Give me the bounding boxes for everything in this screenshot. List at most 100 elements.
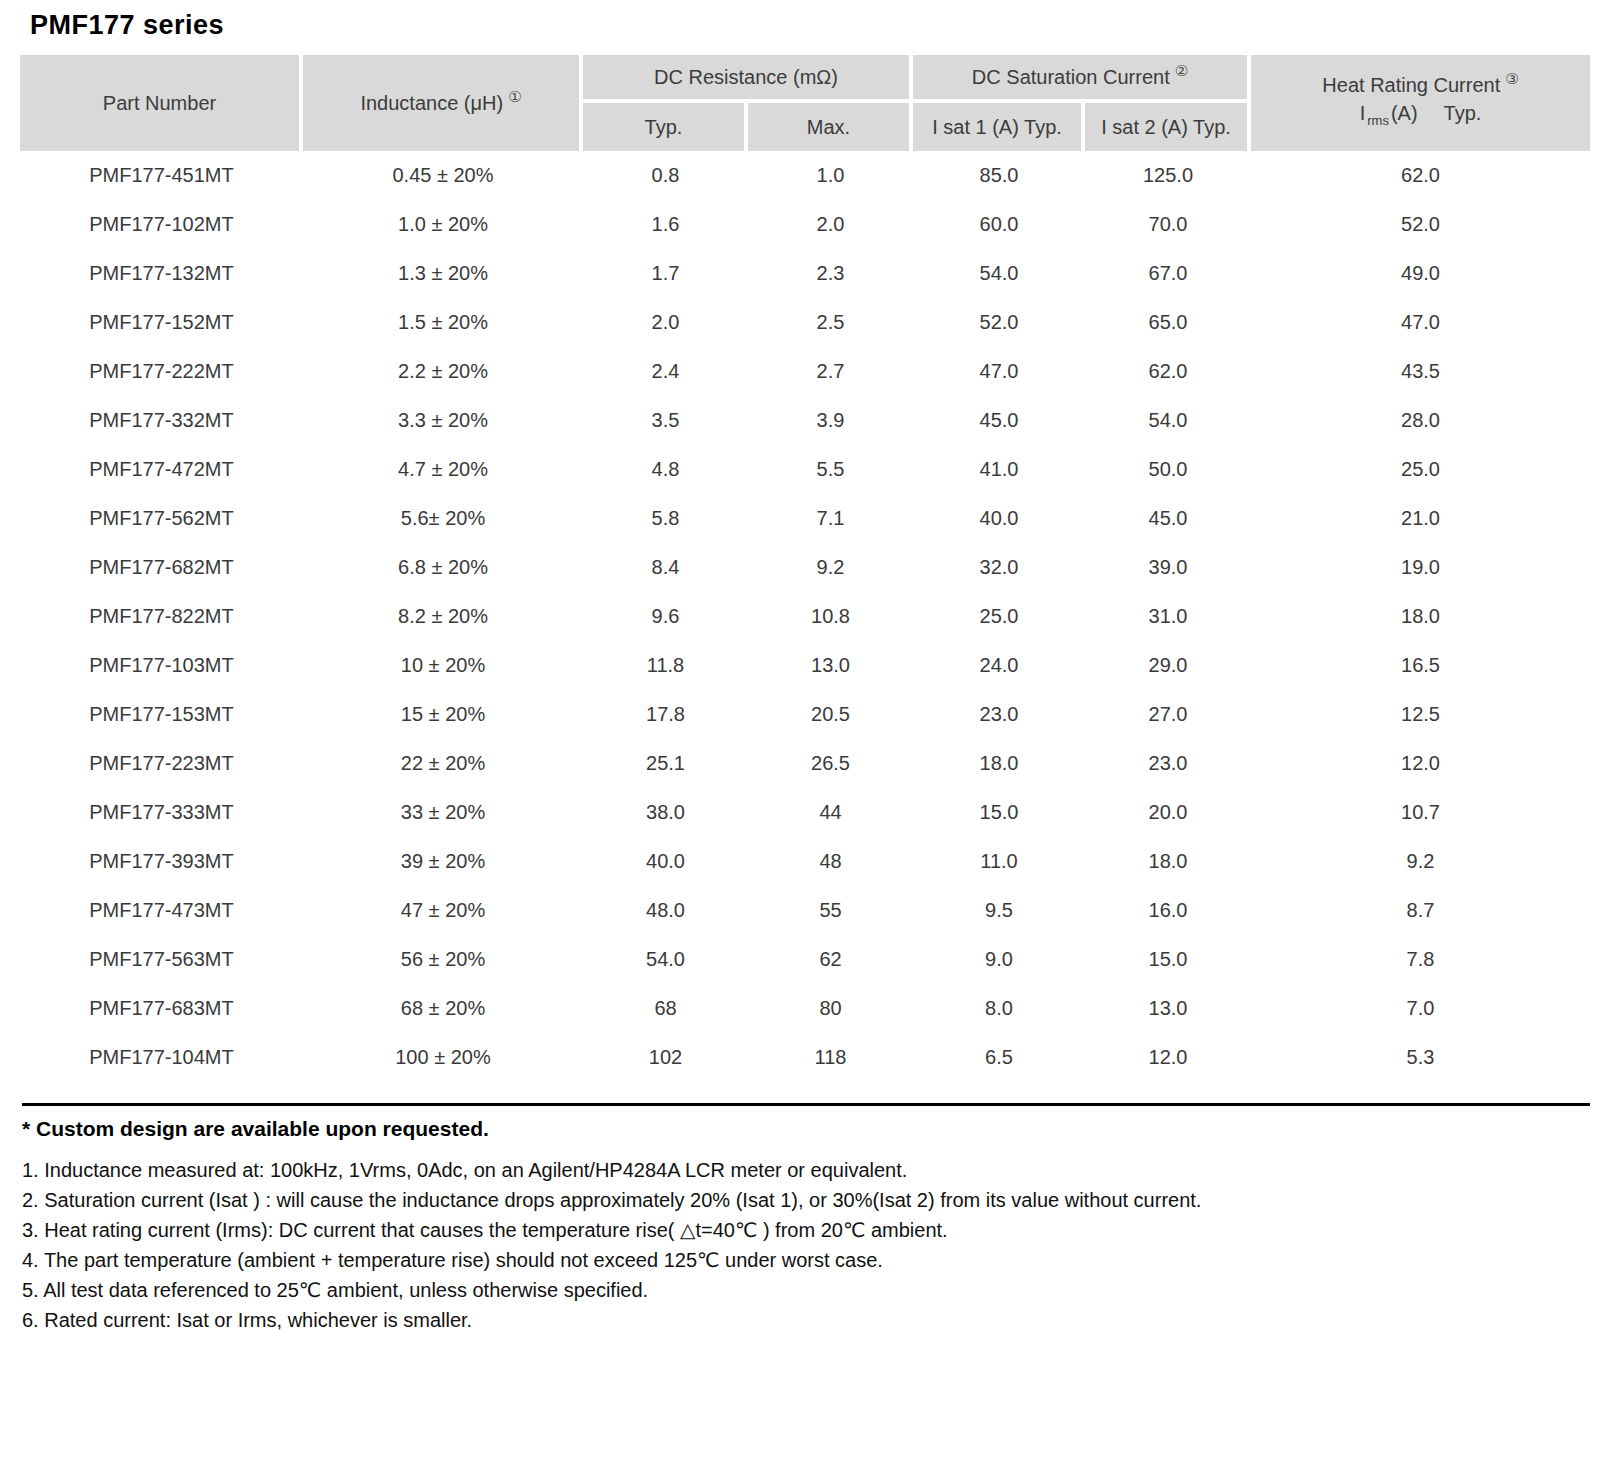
table-body: PMF177-451MT0.45 ± 20%0.81.085.0125.062.… — [20, 151, 1590, 1082]
dc-saturation-label: DC Saturation Current — [972, 66, 1170, 88]
value-cell: 18.0 — [1251, 592, 1590, 641]
value-cell: 5.8 — [583, 494, 748, 543]
value-cell: 15.0 — [913, 788, 1085, 837]
value-cell: 7.0 — [1251, 984, 1590, 1033]
value-cell: 0.8 — [583, 151, 748, 200]
value-cell: 40.0 — [913, 494, 1085, 543]
value-cell: 39.0 — [1085, 543, 1251, 592]
value-cell: 85.0 — [913, 151, 1085, 200]
table-header: Part Number Inductance (μH)① DC Resistan… — [20, 55, 1590, 151]
irms-typ: Typ. — [1444, 102, 1482, 124]
table-row: PMF177-683MT68 ± 20%68808.013.07.0 — [20, 984, 1590, 1033]
value-cell: 47 ± 20% — [303, 886, 583, 935]
table-row: PMF177-332MT3.3 ± 20%3.53.945.054.028.0 — [20, 396, 1590, 445]
col-header-dc-resistance: DC Resistance (mΩ) — [583, 55, 913, 103]
value-cell: 8.0 — [913, 984, 1085, 1033]
value-cell: 25.1 — [583, 739, 748, 788]
value-cell: 21.0 — [1251, 494, 1590, 543]
value-cell: 50.0 — [1085, 445, 1251, 494]
value-cell: 2.0 — [583, 298, 748, 347]
value-cell: 80 — [748, 984, 913, 1033]
value-cell: 70.0 — [1085, 200, 1251, 249]
table-row: PMF177-222MT2.2 ± 20%2.42.747.062.043.5 — [20, 347, 1590, 396]
part-number-cell: PMF177-333MT — [20, 788, 303, 837]
table-row: PMF177-682MT6.8 ± 20%8.49.232.039.019.0 — [20, 543, 1590, 592]
value-cell: 22 ± 20% — [303, 739, 583, 788]
value-cell: 5.3 — [1251, 1033, 1590, 1082]
value-cell: 9.0 — [913, 935, 1085, 984]
value-cell: 43.5 — [1251, 347, 1590, 396]
table-row: PMF177-472MT4.7 ± 20%4.85.541.050.025.0 — [20, 445, 1590, 494]
value-cell: 48 — [748, 837, 913, 886]
value-cell: 8.2 ± 20% — [303, 592, 583, 641]
value-cell: 1.5 ± 20% — [303, 298, 583, 347]
part-number-cell: PMF177-473MT — [20, 886, 303, 935]
value-cell: 5.6± 20% — [303, 494, 583, 543]
table-row: PMF177-451MT0.45 ± 20%0.81.085.0125.062.… — [20, 151, 1590, 200]
value-cell: 11.0 — [913, 837, 1085, 886]
value-cell: 9.2 — [748, 543, 913, 592]
value-cell: 118 — [748, 1033, 913, 1082]
footnote-2: 2. Saturation current (Isat ) : will cau… — [22, 1185, 1201, 1215]
col-header-dc-saturation: DC Saturation Current ② — [913, 55, 1251, 103]
col-header-heat-rating: Heat Rating Current③ Irms(A)Typ. — [1251, 55, 1590, 151]
value-cell: 32.0 — [913, 543, 1085, 592]
value-cell: 20.5 — [748, 690, 913, 739]
value-cell: 1.3 ± 20% — [303, 249, 583, 298]
part-number-cell: PMF177-132MT — [20, 249, 303, 298]
table-row: PMF177-132MT1.3 ± 20%1.72.354.067.049.0 — [20, 249, 1590, 298]
footnote-marker-2: ② — [1175, 62, 1188, 79]
value-cell: 54.0 — [583, 935, 748, 984]
table-row: PMF177-393MT39 ± 20%40.04811.018.09.2 — [20, 837, 1590, 886]
value-cell: 0.45 ± 20% — [303, 151, 583, 200]
irms-i: I — [1360, 102, 1366, 124]
value-cell: 102 — [583, 1033, 748, 1082]
table-row: PMF177-333MT33 ± 20%38.04415.020.010.7 — [20, 788, 1590, 837]
value-cell: 18.0 — [913, 739, 1085, 788]
footnote-6: 6. Rated current: Isat or Irms, whicheve… — [22, 1305, 1201, 1335]
table-row: PMF177-102MT1.0 ± 20%1.62.060.070.052.0 — [20, 200, 1590, 249]
heat-rating-sublabel-line: Irms(A)Typ. — [1251, 99, 1590, 135]
value-cell: 12.0 — [1251, 739, 1590, 788]
page-title: PMF177 series — [30, 10, 224, 41]
value-cell: 38.0 — [583, 788, 748, 837]
value-cell: 55 — [748, 886, 913, 935]
table-row: PMF177-153MT15 ± 20%17.820.523.027.012.5 — [20, 690, 1590, 739]
part-number-cell: PMF177-222MT — [20, 347, 303, 396]
value-cell: 52.0 — [1251, 200, 1590, 249]
value-cell: 54.0 — [913, 249, 1085, 298]
custom-design-note: * Custom design are available upon reque… — [22, 1117, 489, 1141]
value-cell: 31.0 — [1085, 592, 1251, 641]
value-cell: 12.0 — [1085, 1033, 1251, 1082]
value-cell: 56 ± 20% — [303, 935, 583, 984]
part-number-cell: PMF177-683MT — [20, 984, 303, 1033]
value-cell: 68 — [583, 984, 748, 1033]
footnote-marker-3: ③ — [1505, 70, 1518, 87]
value-cell: 10 ± 20% — [303, 641, 583, 690]
value-cell: 9.5 — [913, 886, 1085, 935]
value-cell: 6.8 ± 20% — [303, 543, 583, 592]
value-cell: 125.0 — [1085, 151, 1251, 200]
col-subheader-dcr-typ: Typ. — [583, 103, 748, 151]
value-cell: 1.7 — [583, 249, 748, 298]
table-bottom-rule — [22, 1103, 1590, 1106]
value-cell: 39 ± 20% — [303, 837, 583, 886]
value-cell: 2.3 — [748, 249, 913, 298]
value-cell: 48.0 — [583, 886, 748, 935]
value-cell: 6.5 — [913, 1033, 1085, 1082]
footnote-3: 3. Heat rating current (Irms): DC curren… — [22, 1215, 1201, 1245]
value-cell: 4.7 ± 20% — [303, 445, 583, 494]
part-number-cell: PMF177-822MT — [20, 592, 303, 641]
value-cell: 4.8 — [583, 445, 748, 494]
value-cell: 44 — [748, 788, 913, 837]
value-cell: 3.9 — [748, 396, 913, 445]
value-cell: 2.5 — [748, 298, 913, 347]
value-cell: 3.3 ± 20% — [303, 396, 583, 445]
value-cell: 47.0 — [913, 347, 1085, 396]
part-number-cell: PMF177-152MT — [20, 298, 303, 347]
value-cell: 41.0 — [913, 445, 1085, 494]
part-number-cell: PMF177-393MT — [20, 837, 303, 886]
value-cell: 25.0 — [913, 592, 1085, 641]
value-cell: 29.0 — [1085, 641, 1251, 690]
value-cell: 62.0 — [1085, 347, 1251, 396]
